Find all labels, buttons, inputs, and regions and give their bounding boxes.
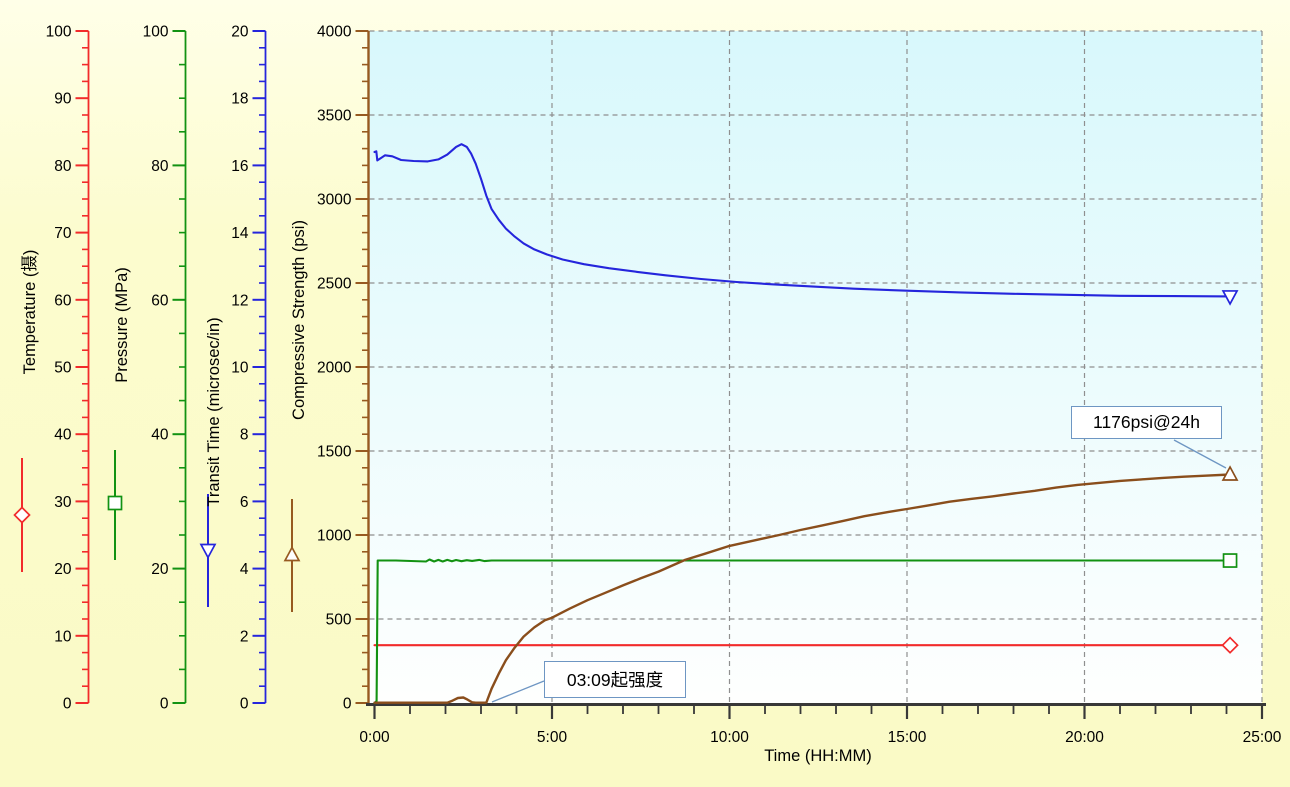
compressive_strength-tick-label: 2000 <box>317 360 352 377</box>
temperature-end-marker <box>1221 636 1239 654</box>
axes: 0102030405060708090100020406080100024681… <box>46 24 1282 747</box>
axis-legend-markers <box>13 450 301 612</box>
gridlines <box>369 30 1263 703</box>
temperature-tick-label: 60 <box>54 292 72 309</box>
pressure-legend-marker <box>107 495 123 511</box>
transit_time-tick-label: 18 <box>231 91 248 108</box>
compressive_strength-tick-label: 500 <box>326 612 352 629</box>
pressure-tick-label: 40 <box>151 427 169 444</box>
transit_time-end-marker <box>1221 290 1239 306</box>
transit_time-tick-label: 0 <box>240 696 249 713</box>
pressure-tick-label: 20 <box>151 561 169 578</box>
annotation-leader-line <box>491 680 545 703</box>
transit_time-tick-label: 8 <box>240 427 249 444</box>
compressive_strength-tick-label: 2500 <box>317 276 352 293</box>
transit_time-tick-label: 12 <box>231 292 248 309</box>
compressive_strength-tick-label: 1000 <box>317 528 352 545</box>
time-tick-label: 15:00 <box>888 729 927 746</box>
compressive_strength-tick-label: 4000 <box>317 24 352 41</box>
pressure-tick-label: 80 <box>151 158 169 175</box>
compressive_strength-tick-label: 3000 <box>317 192 352 209</box>
compressive_strength-legend-marker <box>283 545 301 562</box>
pressure-tick-label: 0 <box>160 696 169 713</box>
time-tick-label: 20:00 <box>1065 729 1104 746</box>
pressure-end-marker <box>1222 553 1238 568</box>
transit_time-legend-marker <box>199 543 217 560</box>
transit_time-tick-label: 10 <box>231 360 249 377</box>
pressure-tick-label: 100 <box>143 24 169 41</box>
compressive_strength-curve <box>373 473 1232 704</box>
temperature-legend-marker <box>13 506 31 524</box>
transit_time-curve <box>373 143 1232 298</box>
temperature-tick-label: 50 <box>54 360 72 377</box>
annotation-strength-at-24h: 1176psi@24h <box>1071 406 1222 439</box>
compressive_strength-tick-label: 3500 <box>317 108 352 125</box>
temperature-tick-label: 40 <box>54 427 72 444</box>
temperature-tick-label: 90 <box>54 91 72 108</box>
temperature-tick-label: 70 <box>54 225 72 242</box>
compressive_strength-tick-label: 1500 <box>317 444 352 461</box>
time-tick-label: 0:00 <box>359 729 390 746</box>
transit_time-tick-label: 6 <box>240 494 249 511</box>
transit_time-tick-label: 4 <box>240 561 249 578</box>
transit_time-tick-label: 20 <box>231 24 249 41</box>
transit_time-tick-label: 2 <box>240 628 249 645</box>
annotation-leader-line <box>1173 439 1227 469</box>
compressive_strength-tick-label: 0 <box>343 696 352 713</box>
temperature-tick-label: 80 <box>54 158 72 175</box>
time-tick-label: 25:00 <box>1243 729 1282 746</box>
time-tick-label: 5:00 <box>537 729 568 746</box>
compressive_strength-end-marker <box>1221 465 1239 481</box>
pressure-curve <box>373 558 1232 705</box>
temperature-tick-label: 100 <box>46 24 72 41</box>
temperature-tick-label: 30 <box>54 494 72 511</box>
transit_time-tick-label: 14 <box>231 225 249 242</box>
time-axis-title: Time (HH:MM) <box>764 747 872 765</box>
annotation-leader-lines <box>491 439 1227 703</box>
data-series <box>373 143 1232 705</box>
temperature-tick-label: 0 <box>63 696 72 713</box>
temperature-tick-label: 20 <box>54 561 72 578</box>
temperature-tick-label: 10 <box>54 628 72 645</box>
annotation-strength-start-time: 03:09起强度 <box>544 661 686 698</box>
time-tick-label: 10:00 <box>710 729 749 746</box>
transit_time-tick-label: 16 <box>231 158 248 175</box>
pressure-tick-label: 60 <box>151 292 169 309</box>
series-end-markers <box>1221 290 1239 654</box>
